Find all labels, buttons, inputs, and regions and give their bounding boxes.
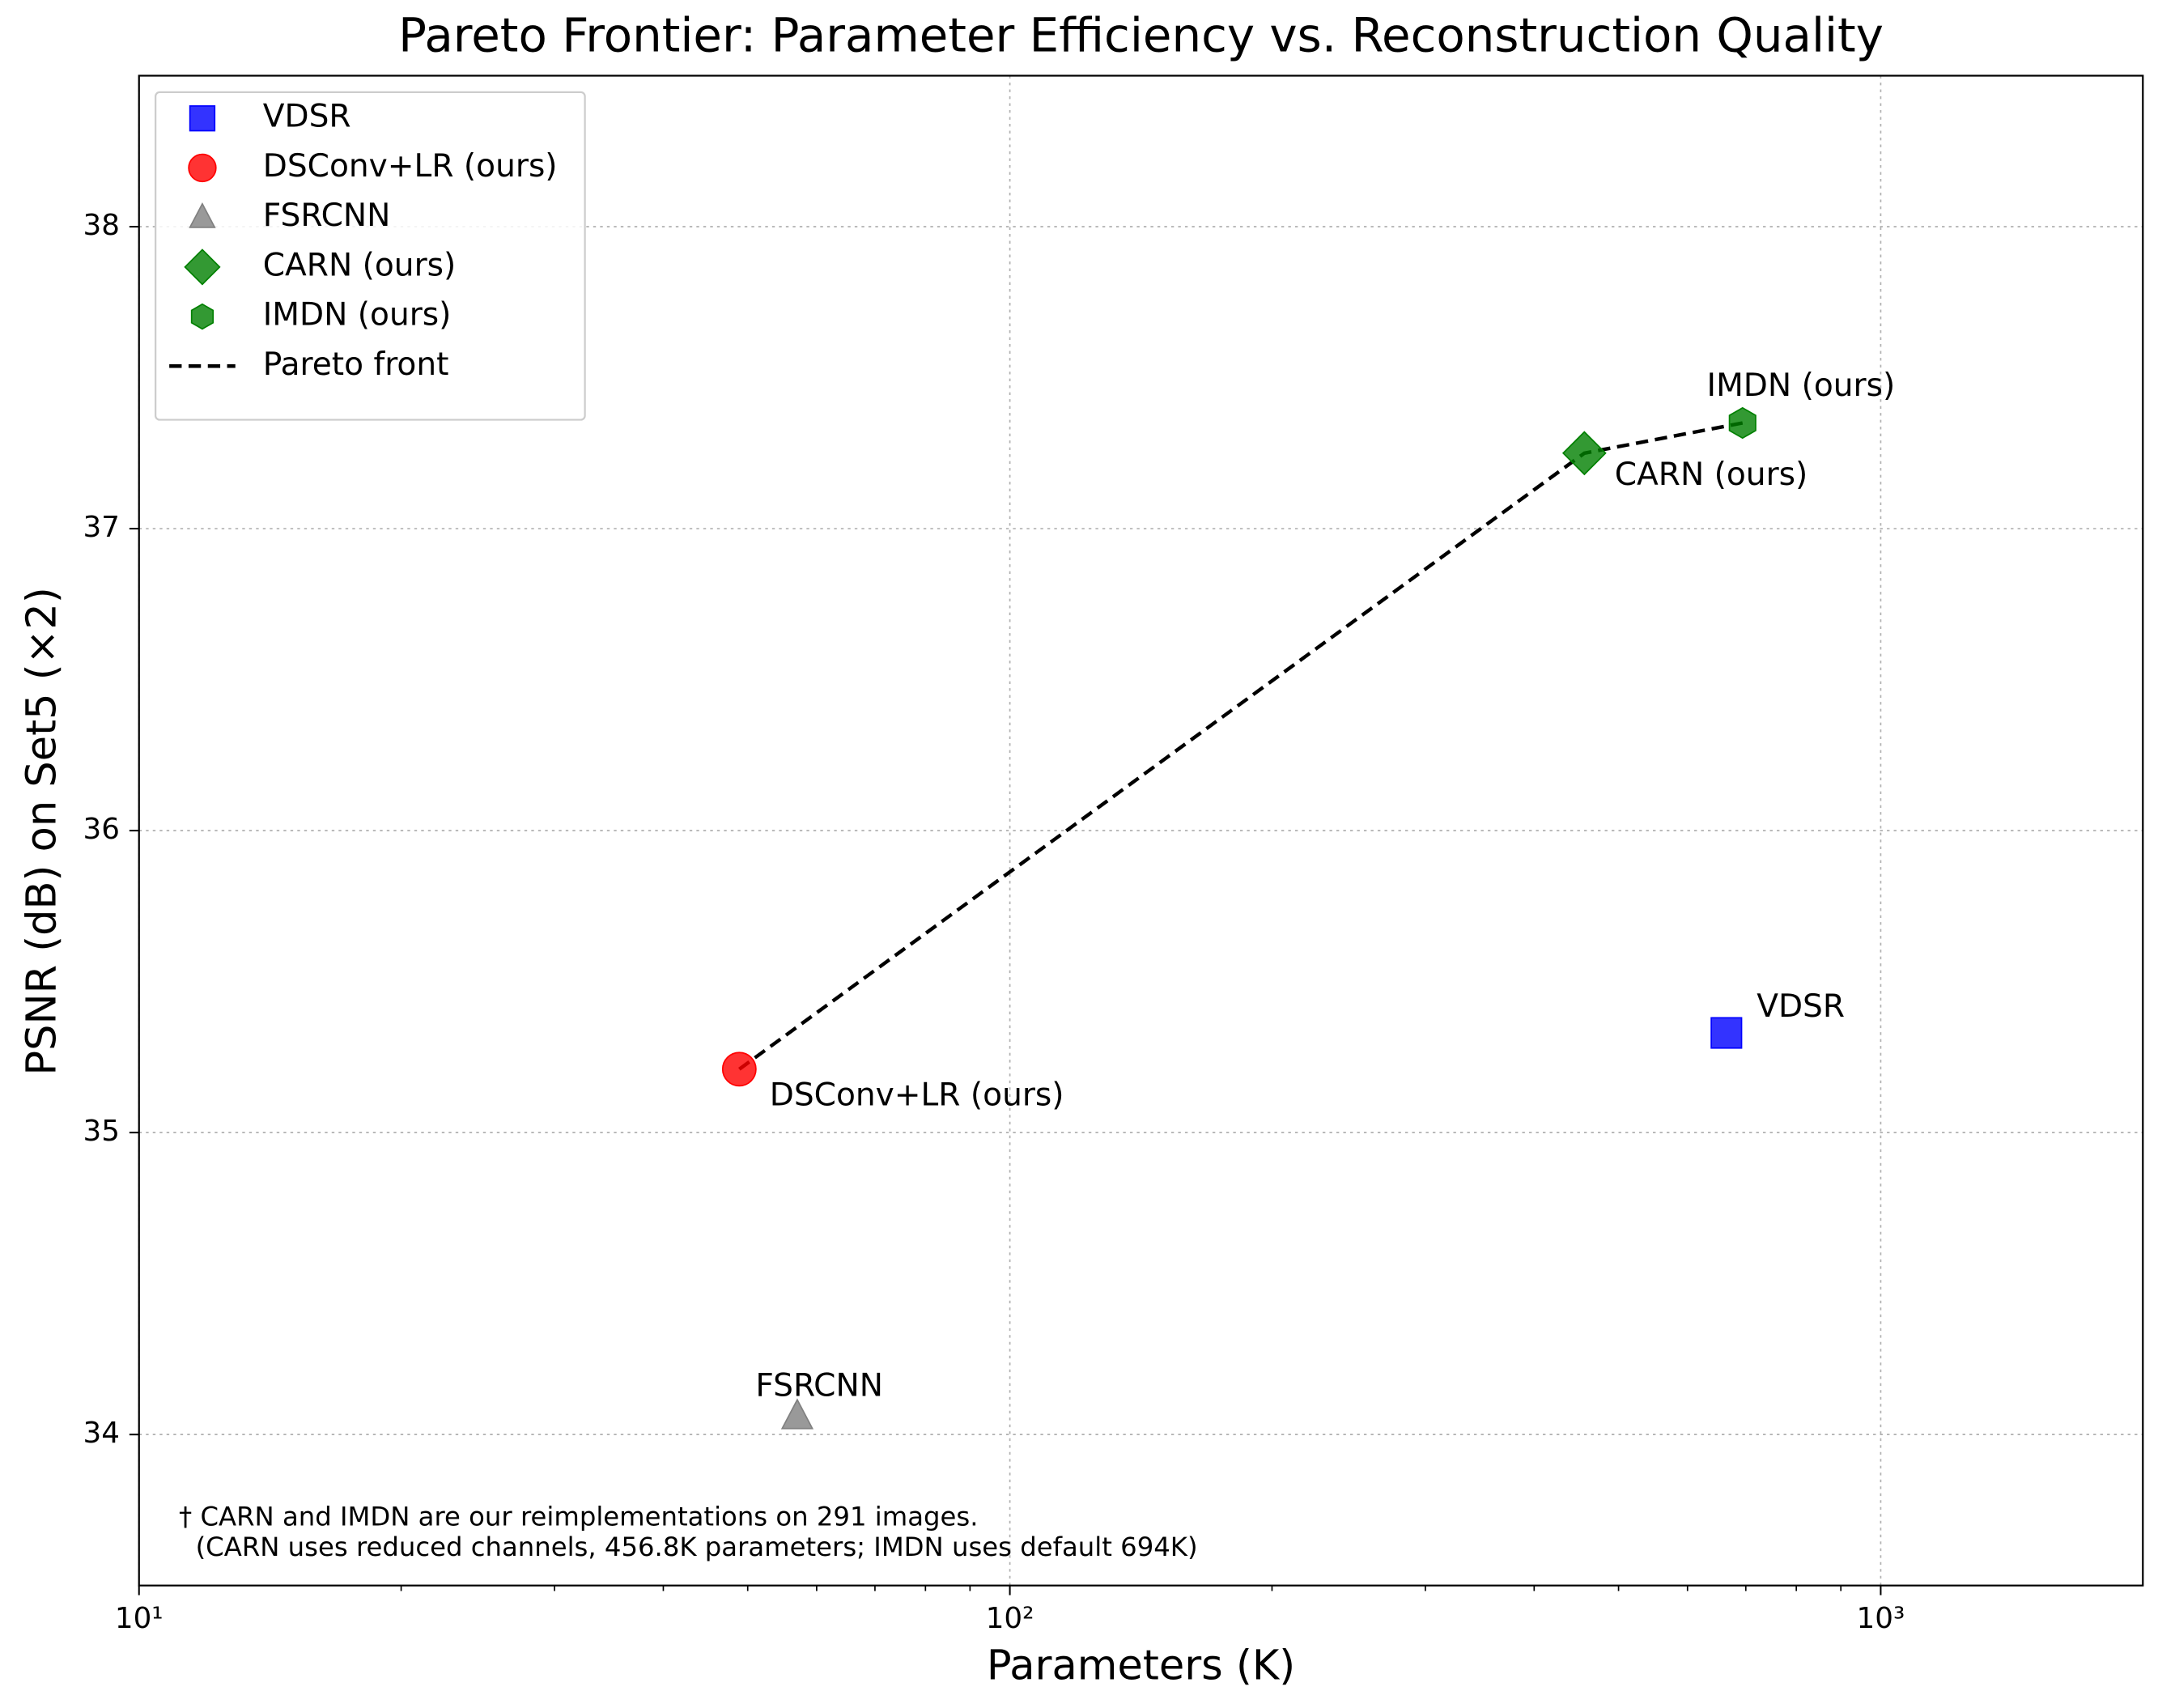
legend-label: VDSR <box>263 99 351 135</box>
point-label: CARN (ours) <box>1615 457 1808 493</box>
plot-frame <box>138 74 2144 1587</box>
footnote: † CARN and IMDN are our reimplementation… <box>179 1501 978 1532</box>
legend-marker <box>188 153 217 183</box>
y-axis-label: PSNR (dB) on Set5 (×2) <box>18 587 66 1075</box>
y-tick-label: 36 <box>83 813 120 846</box>
pareto-line <box>738 421 1744 1071</box>
y-tick-label: 37 <box>83 511 120 544</box>
point-label: FSRCNN <box>755 1368 883 1404</box>
legend-label: CARN (ours) <box>263 247 457 283</box>
legend-marker <box>190 303 215 330</box>
y-tick-label: 34 <box>83 1417 120 1450</box>
point-label: IMDN (ours) <box>1707 368 1896 404</box>
y-tick-label: 38 <box>83 209 120 242</box>
x-axis-label: Parameters (K) <box>987 1642 1295 1690</box>
marker <box>780 1398 814 1430</box>
marker <box>1728 406 1757 440</box>
footnote: (CARN uses reduced channels, 456.8K para… <box>179 1532 1198 1562</box>
legend-label: FSRCNN <box>263 198 391 234</box>
marker <box>1561 431 1607 476</box>
y-tick-label: 35 <box>83 1115 120 1148</box>
x-tick-label: 10³ <box>1857 1602 1905 1635</box>
point-label: DSConv+LR (ours) <box>770 1077 1064 1113</box>
x-tick-label: 10² <box>986 1602 1034 1635</box>
x-tick-label: 10¹ <box>115 1602 164 1635</box>
legend-marker <box>189 202 216 228</box>
legend-marker <box>184 249 221 286</box>
legend-frame <box>155 91 586 421</box>
legend-label: Pareto front <box>263 346 449 383</box>
marker <box>721 1052 757 1087</box>
marker <box>1710 1017 1743 1049</box>
chart-title: Pareto Frontier: Parameter Efficiency vs… <box>398 8 1884 63</box>
legend: VDSR DSConv+LR (ours) FSRCNN CARN (ours) IMD… <box>155 91 586 421</box>
point-label: VDSR <box>1757 988 1845 1025</box>
legend-marker <box>189 105 216 132</box>
legend-label: IMDN (ours) <box>263 297 452 334</box>
legend-label: DSConv+LR (ours) <box>263 148 558 185</box>
